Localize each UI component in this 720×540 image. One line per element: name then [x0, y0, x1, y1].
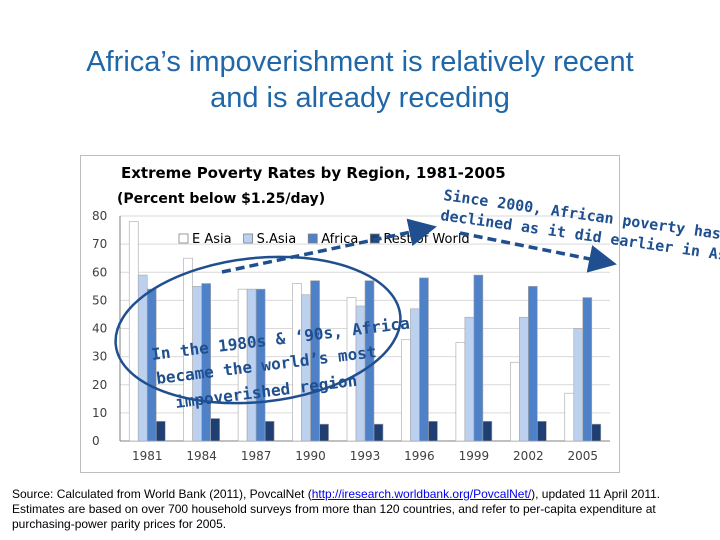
y-tick-label: 70 [92, 237, 107, 251]
legend-swatch [178, 233, 189, 244]
bar-africa-1984 [201, 283, 211, 442]
bar-rest-of-world-1984 [210, 418, 220, 442]
highlight-ellipse [114, 255, 402, 405]
legend-label: Africa [321, 232, 358, 247]
trend-arrow-right [459, 231, 617, 273]
x-tick-label: 1981 [132, 449, 163, 463]
bar-africa-1981 [146, 288, 157, 442]
slide-title: Africa’s impoverishment is relatively re… [0, 44, 720, 116]
x-tick-label: 1993 [350, 449, 381, 463]
bar-africa-1993 [364, 280, 375, 442]
bar-africa-2005 [582, 297, 593, 442]
x-tick-label: 2002 [513, 449, 544, 463]
bar-s-asia-1996 [410, 308, 420, 442]
bar-rest-of-world-2005 [591, 423, 602, 442]
x-tick-label: 1987 [241, 449, 272, 463]
source-note: Source: Calculated from World Bank (2011… [12, 487, 712, 532]
x-tick-label: 1990 [295, 449, 326, 463]
y-tick-label: 40 [92, 322, 107, 336]
y-tick-label: 30 [92, 350, 107, 364]
bar-rest-of-world-1990 [319, 423, 329, 442]
bar-s-asia-1999 [464, 316, 475, 442]
y-tick-label: 20 [92, 378, 107, 392]
bar-e-asia-1996 [401, 339, 411, 442]
slide-title-line-2: and is already receding [210, 82, 510, 114]
bar-e-asia-2002 [510, 361, 520, 442]
bar-rest-of-world-2002 [537, 421, 547, 442]
y-tick-label: 0 [92, 434, 100, 448]
bar-africa-1999 [473, 274, 484, 442]
bar-s-asia-2002 [519, 316, 529, 442]
legend-swatch [243, 233, 253, 244]
bar-s-asia-2005 [573, 328, 584, 442]
legend-label: Rest of World [383, 232, 469, 247]
chart-title: Extreme Poverty Rates by Region, 1981-20… [121, 164, 506, 182]
x-tick-label: 2005 [568, 449, 599, 463]
bar-e-asia-2005 [564, 392, 575, 442]
bar-africa-1996 [419, 277, 429, 442]
bar-rest-of-world-1999 [482, 421, 493, 442]
x-tick-label: 1984 [186, 449, 217, 463]
legend-label: E Asia [192, 232, 232, 247]
y-tick-label: 60 [92, 265, 107, 279]
y-tick-label: 80 [92, 209, 107, 223]
bar-rest-of-world-1993 [373, 423, 384, 442]
y-tick-label: 10 [92, 406, 107, 420]
x-tick-label: 1996 [404, 449, 435, 463]
legend-swatch [307, 233, 318, 244]
povcalnet-link[interactable]: http://iresearch.worldbank.org/PovcalNet… [311, 487, 532, 501]
chart-subtitle: (Percent below $1.25/day) [117, 191, 325, 207]
bar-e-asia-1981 [128, 221, 139, 442]
bar-rest-of-world-1981 [155, 421, 166, 442]
source-prefix: Source: Calculated from World Bank (2011… [12, 487, 312, 501]
bar-africa-2002 [528, 286, 538, 442]
poverty-bar-chart: Extreme Poverty Rates by Region, 1981-20… [92, 164, 720, 463]
bar-africa-1987 [255, 288, 266, 442]
y-tick-label: 50 [92, 293, 107, 307]
bar-rest-of-world-1987 [264, 421, 275, 442]
legend-label: S.Asia [257, 232, 297, 247]
bar-rest-of-world-1996 [428, 421, 438, 442]
slide-title-line-1: Africa’s impoverishment is relatively re… [86, 46, 634, 78]
bar-e-asia-1999 [455, 342, 466, 442]
trend-arrow-left [221, 218, 437, 274]
bar-africa-1990 [310, 280, 320, 442]
source-suffix: ), updated 11 April 2011. Estimates are … [12, 487, 661, 531]
x-tick-label: 1999 [459, 449, 490, 463]
